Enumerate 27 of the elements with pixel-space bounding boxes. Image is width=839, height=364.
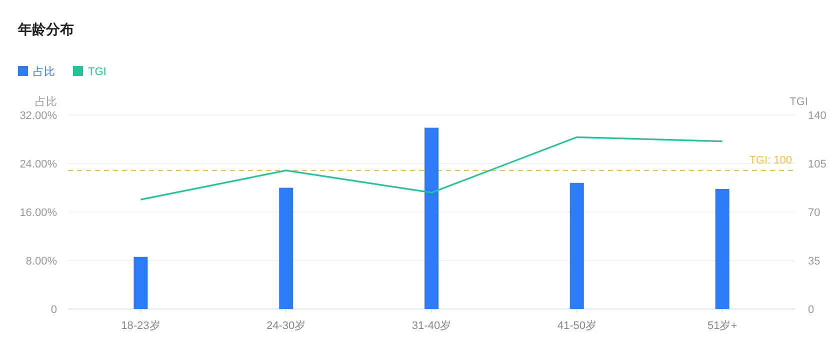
y-tick-label: 16.00% — [20, 207, 58, 219]
ref-line-label: TGI: 100 — [749, 154, 792, 166]
bar — [424, 128, 438, 309]
bar — [134, 256, 148, 309]
y2-axis-title: TGI — [790, 96, 808, 108]
y-tick-label: 0 — [50, 304, 57, 316]
x-tick-label: 24-30岁 — [266, 320, 306, 332]
legend-label: 占比 — [33, 65, 55, 78]
y-tick-label: 8.00% — [26, 256, 58, 268]
y2-tick-label: 35 — [808, 256, 820, 268]
y2-tick-label: 140 — [808, 110, 826, 122]
bar — [715, 188, 730, 309]
y2-tick-label: 105 — [808, 158, 826, 170]
legend-label: TGI — [88, 66, 106, 78]
bar — [570, 182, 584, 309]
x-tick-label: 51岁+ — [707, 320, 738, 332]
x-tick-label: 18-23岁 — [121, 320, 160, 332]
x-tick-label: 41-50岁 — [557, 320, 596, 332]
x-tick-label: 31-40岁 — [412, 320, 452, 332]
y-tick-label: 32.00% — [20, 110, 58, 122]
y-tick-label: 24.00% — [20, 158, 58, 170]
line-series — [140, 136, 724, 200]
chart-title: 年龄分布 — [17, 21, 74, 37]
y-axis-title: 占比 — [35, 95, 57, 108]
y2-tick-label: 0 — [808, 304, 814, 316]
bar — [279, 188, 294, 309]
y2-tick-label: 70 — [808, 207, 820, 219]
